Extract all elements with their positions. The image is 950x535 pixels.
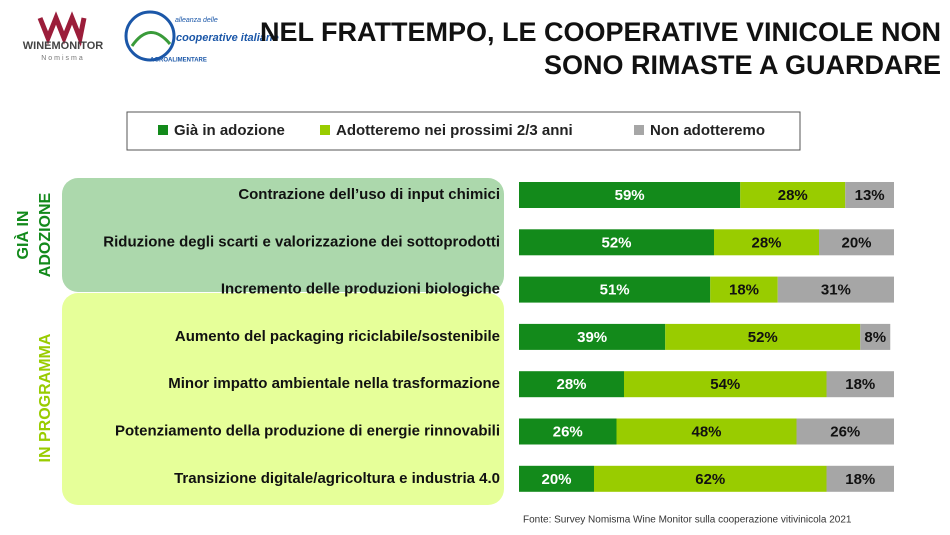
logo-text: AGROALIMENTARE [150, 58, 207, 64]
value-label: 26% [553, 423, 583, 440]
title-line: SONO RIMASTE A GUARDARE [544, 50, 941, 80]
category-label: Incremento delle produzioni biologiche [221, 281, 500, 298]
value-label: 20% [541, 471, 571, 488]
value-label: 28% [778, 187, 808, 204]
group-panel [62, 293, 504, 505]
category-label: Transizione digitale/agricoltura e indus… [174, 470, 500, 487]
bar-segment [665, 323, 861, 350]
bar-segment [624, 371, 827, 398]
value-label: 8% [864, 329, 886, 346]
logo-mark [124, 10, 176, 62]
bar-segment [710, 276, 778, 303]
value-label: 48% [691, 423, 721, 440]
value-label: 28% [751, 234, 781, 251]
group-label: GIÀ IN [13, 211, 32, 260]
group-label: IN PROGRAMMA [37, 333, 54, 462]
bar-segment [826, 371, 894, 398]
bar-segment [616, 418, 797, 445]
bar-segment [845, 182, 894, 208]
value-label: 28% [556, 376, 586, 393]
value-label: 26% [830, 423, 860, 440]
logo-text: alleanza delle [175, 17, 218, 24]
value-label: 51% [600, 282, 630, 299]
bar-segment [819, 229, 894, 256]
value-label: 18% [845, 471, 875, 488]
logo-winemonitor: WINEMONITOR Nomisma [23, 11, 104, 62]
category-label: Aumento del packaging riciclabile/sosten… [175, 328, 500, 345]
value-label: 31% [821, 282, 851, 299]
bar-segment [826, 465, 894, 492]
bar-segment [519, 465, 594, 492]
bar-segment [519, 276, 711, 303]
bar-segment [519, 182, 741, 208]
value-label: 62% [695, 471, 725, 488]
logo-mark [130, 31, 172, 47]
category-label: Riduzione degli scarti e valorizzazione … [103, 233, 500, 250]
logo-mark [37, 11, 87, 47]
bar-segment [519, 371, 624, 398]
category-label: Potenziamento della produzione di energi… [115, 422, 500, 439]
legend-swatch [634, 125, 644, 135]
logo-text: WINEMONITOR [23, 40, 104, 52]
group-label: ADOZIONE [37, 192, 54, 277]
value-label: 18% [729, 282, 759, 299]
legend-swatch [320, 125, 330, 135]
bar-segment [714, 229, 819, 256]
logo-text: Nomisma [41, 55, 85, 62]
bar-segment [519, 323, 666, 350]
title-line: NEL FRATTEMPO, LE COOPERATIVE VINICOLE N… [260, 17, 941, 47]
bar-segment [796, 418, 894, 445]
value-label: 52% [601, 234, 631, 251]
logo-alleanza: alleanza delle cooperative italiane AGRO… [124, 10, 279, 64]
value-label: 39% [577, 329, 607, 346]
value-label: 59% [615, 187, 645, 204]
legend-label: Adotteremo nei prossimi 2/3 anni [336, 122, 573, 139]
bar-segment [740, 182, 846, 208]
legend-swatch [158, 125, 168, 135]
bar-segment [777, 276, 894, 303]
value-label: 54% [710, 376, 740, 393]
source: Fonte: Survey Nomisma Wine Monitor sulla… [523, 515, 852, 526]
value-label: 52% [748, 329, 778, 346]
value-label: 18% [845, 376, 875, 393]
legend-box [126, 111, 801, 151]
bar-segment [519, 418, 617, 445]
group-panel [62, 178, 504, 292]
logo-text: cooperative italiane [176, 32, 279, 44]
bar-segment [594, 465, 827, 492]
value-label: 13% [855, 187, 885, 204]
bar-segment [860, 323, 891, 350]
category-label: Minor impatto ambientale nella trasforma… [168, 375, 500, 392]
legend-label: Già in adozione [174, 122, 285, 139]
value-label: 20% [841, 234, 871, 251]
bar-segment [519, 229, 714, 256]
legend-label: Non adotteremo [650, 122, 765, 139]
category-label: Contrazione dell’uso di input chimici [238, 186, 500, 203]
